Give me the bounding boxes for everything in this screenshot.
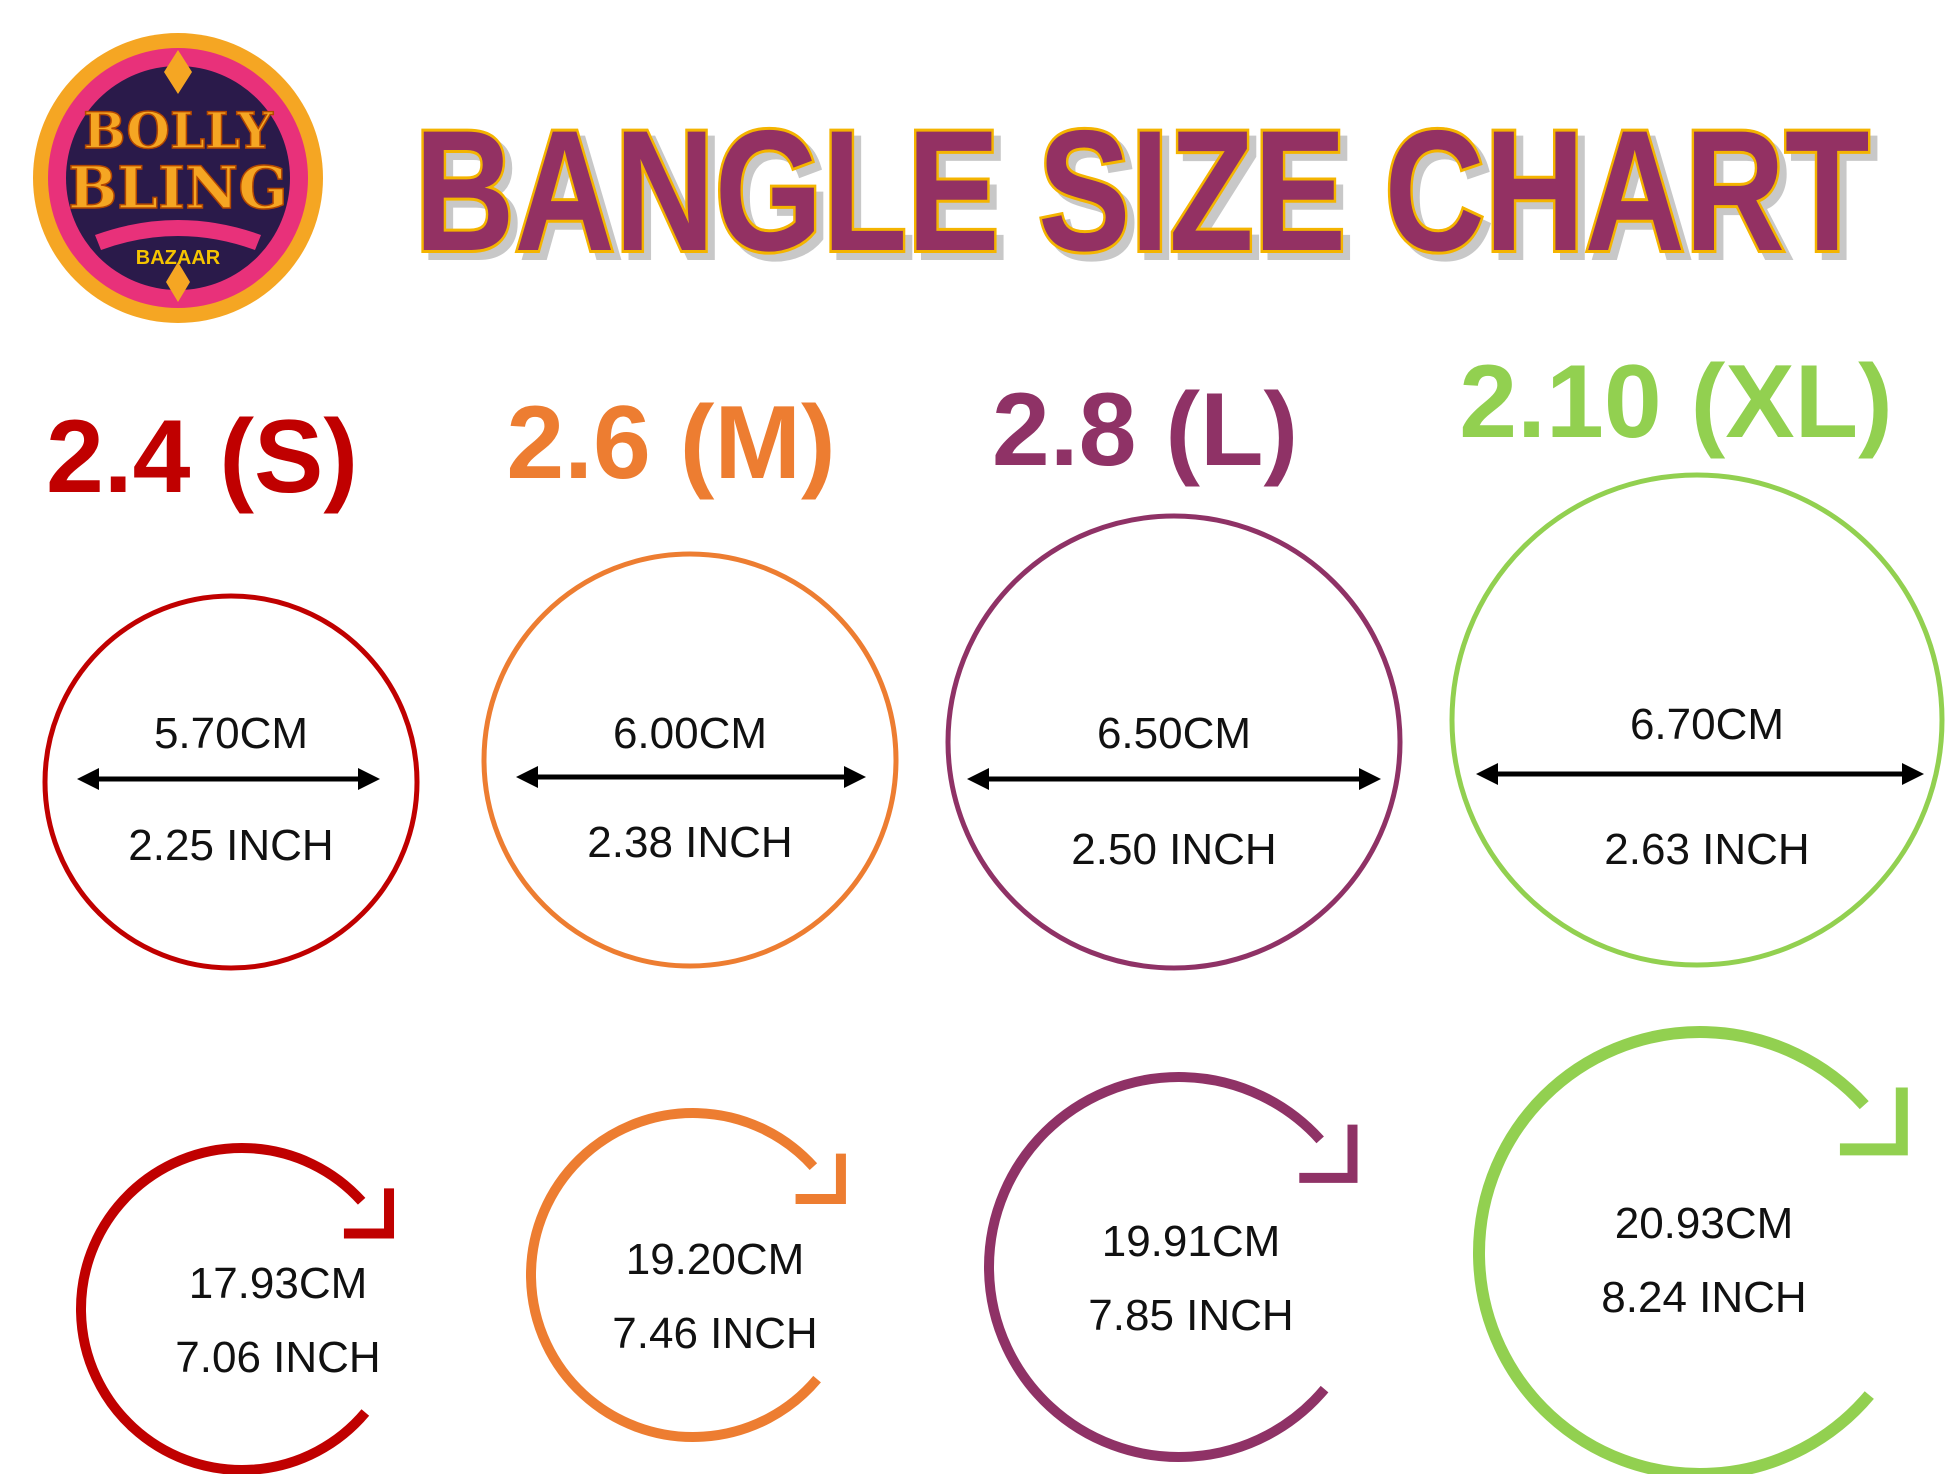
logo-diamond-top <box>164 50 192 94</box>
diameter-inch: 2.38 INCH <box>587 818 792 867</box>
arrow-right-head-icon <box>844 766 866 788</box>
circumference-cm: 17.93CM <box>189 1259 368 1308</box>
size-group-2: 2.8 (L) 6.50CM 2.50 INCH 19.91CM 7.85 INCH <box>945 372 1403 1462</box>
size-group-3: 2.10 (XL) 6.70CM 2.63 INCH 20.93CM 8.24 INCH <box>1449 344 1945 1474</box>
diameter-cm: 5.70CM <box>154 709 308 758</box>
logo-text-bolly: BOLLY <box>83 101 274 160</box>
logo-diamond-bottom <box>166 262 190 302</box>
diameter-inch: 2.50 INCH <box>1071 825 1276 874</box>
diameter-circle <box>1449 472 1945 968</box>
arrow-left-head-icon <box>1476 763 1498 785</box>
arrow-right-head-icon <box>358 768 380 790</box>
circumference-arrowhead-icon <box>343 1188 395 1239</box>
circumference-arrowhead-icon <box>1299 1124 1358 1183</box>
circumference-arrowhead-icon <box>795 1153 846 1205</box>
diameter-circle <box>945 513 1403 971</box>
page-title: BANGLE SIZE CHART <box>415 95 1870 287</box>
circumference-inch: 8.24 INCH <box>1601 1273 1806 1322</box>
diameter-cm: 6.00CM <box>613 709 767 758</box>
circumference-inch: 7.06 INCH <box>175 1333 380 1382</box>
diameter-inch: 2.63 INCH <box>1604 825 1809 874</box>
circumference-arc <box>984 1072 1329 1462</box>
size-label: 2.10 (XL) <box>1459 344 1892 460</box>
diameter-cm: 6.70CM <box>1630 700 1784 749</box>
circumference-cm: 19.20CM <box>626 1235 805 1284</box>
logo-text-bazaar: BAZAAR <box>136 247 221 269</box>
arrow-right-head-icon <box>1359 768 1381 790</box>
size-group-0: 2.4 (S) 5.70CM 2.25 INCH 17.93CM 7.06 INCH <box>42 399 420 1474</box>
diameter-circle <box>42 593 420 971</box>
circumference-arc <box>76 1143 370 1474</box>
circumference-arrowhead-icon <box>1839 1087 1908 1156</box>
size-label: 2.6 (M) <box>506 385 835 501</box>
arrow-left-head-icon <box>967 768 989 790</box>
circumference-inch: 7.46 INCH <box>612 1309 817 1358</box>
circumference-inch: 7.85 INCH <box>1088 1291 1293 1340</box>
arrow-left-head-icon <box>77 768 99 790</box>
arrow-right-head-icon <box>1902 763 1924 785</box>
brand-logo: BOLLY BLING BAZAAR <box>33 33 323 323</box>
size-group-1: 2.6 (M) 6.00CM 2.38 INCH 19.20CM 7.46 INCH <box>481 385 899 1442</box>
diameter-inch: 2.25 INCH <box>128 821 333 870</box>
arrow-left-head-icon <box>516 766 538 788</box>
size-label: 2.4 (S) <box>46 399 358 515</box>
size-label: 2.8 (L) <box>992 372 1298 488</box>
circumference-arc <box>526 1108 821 1442</box>
logo-text-bling: BLING <box>68 154 287 222</box>
circumference-cm: 19.91CM <box>1102 1217 1281 1266</box>
diameter-circle <box>481 551 899 969</box>
circumference-arc <box>1473 1026 1874 1474</box>
logo-banner <box>95 220 261 250</box>
circumference-cm: 20.93CM <box>1615 1199 1794 1248</box>
diameter-cm: 6.50CM <box>1097 709 1251 758</box>
